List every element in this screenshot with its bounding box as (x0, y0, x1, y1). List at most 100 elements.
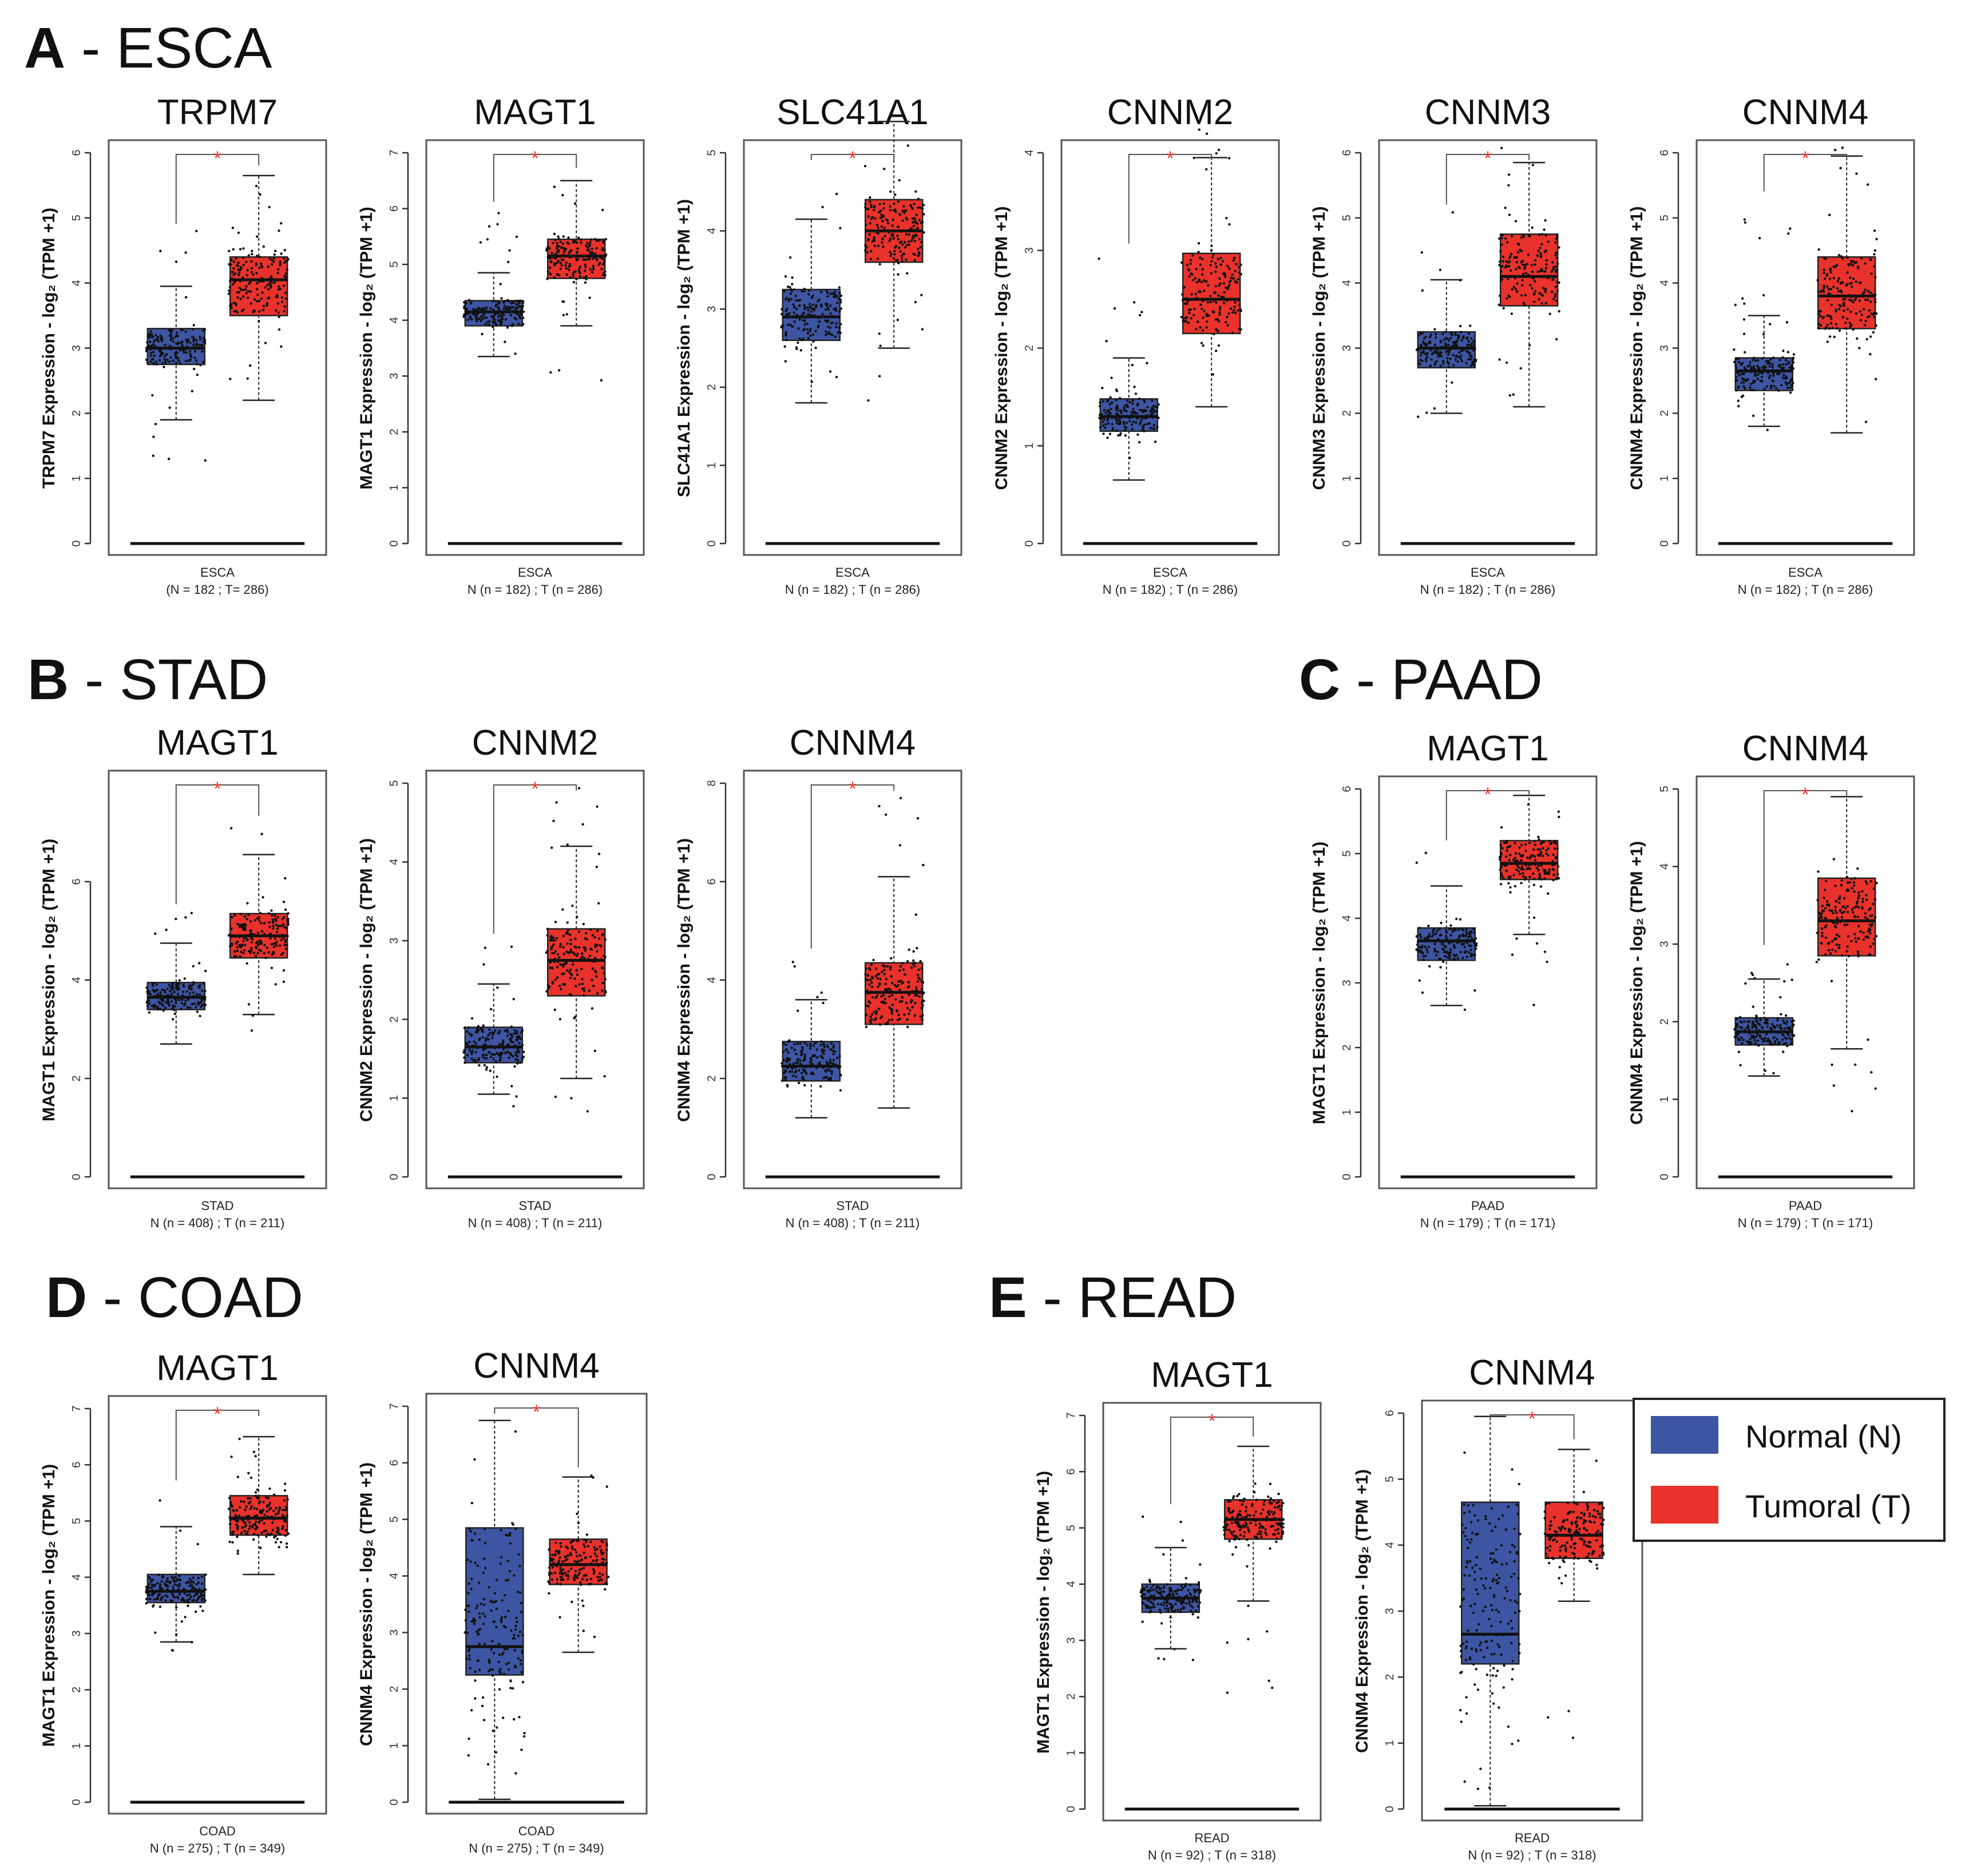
normal-point (789, 256, 792, 259)
normal-point (1472, 927, 1475, 931)
tumoral-point (267, 297, 270, 300)
normal-point (791, 283, 794, 285)
normal-point (159, 249, 162, 252)
tumoral-point (1841, 146, 1844, 149)
significance-star: * (1484, 784, 1491, 806)
y-axis-title: CNNM4 Expression - log₂ (TPM +1) (1627, 207, 1646, 490)
tumoral-point (1871, 922, 1873, 926)
tumoral-point (237, 273, 240, 276)
tumoral-point (588, 296, 591, 299)
tumoral-point (1526, 867, 1528, 871)
tumoral-point (236, 946, 239, 949)
normal-point (159, 1585, 162, 1588)
tumoral-point (875, 1010, 878, 1013)
normal-point (839, 227, 842, 229)
normal-point (1134, 392, 1138, 395)
normal-point (467, 1604, 470, 1608)
normal-point (1436, 930, 1439, 933)
significance-bracket (1763, 154, 1848, 192)
tumoral-point (230, 1455, 233, 1458)
plot-frame (1378, 139, 1598, 556)
tumoral-point (921, 207, 924, 210)
tumoral-point (879, 1017, 882, 1020)
tumoral-point (558, 985, 561, 987)
tumoral-point (1828, 327, 1831, 330)
tumoral-point (247, 290, 249, 293)
normal-point (161, 1575, 164, 1578)
tumoral-point (1855, 902, 1859, 905)
normal-box-group (1400, 851, 1492, 1179)
tumoral-point (1238, 327, 1241, 330)
normal-point (480, 315, 482, 318)
tumoral-point (240, 1532, 243, 1534)
tumoral-point (882, 994, 885, 997)
normal-point (832, 1044, 835, 1047)
tumoral-point (1866, 183, 1869, 186)
normal-point (1744, 982, 1747, 985)
normal-point (1113, 307, 1116, 310)
tumoral-point (865, 223, 867, 227)
tumoral-point (566, 932, 569, 935)
normal-point (1460, 339, 1463, 342)
normal-point (176, 985, 179, 989)
tumoral-point (278, 285, 280, 288)
tumoral-point (229, 827, 233, 830)
tumoral-point (1538, 838, 1540, 841)
y-tick-label: 6 (70, 878, 83, 885)
normal-point (792, 1062, 795, 1065)
normal-point (496, 223, 499, 226)
significance-star: * (213, 1403, 221, 1425)
normal-point (173, 1012, 176, 1016)
tumoral-point (913, 217, 916, 220)
tumoral-point (243, 1500, 245, 1504)
tumoral-point (562, 300, 565, 303)
tumoral-point (913, 1014, 917, 1017)
normal-point (1441, 960, 1445, 963)
tumoral-point (900, 257, 904, 260)
tumoral-point (1823, 268, 1825, 271)
normal-point (795, 1075, 798, 1078)
tumoral-point (1869, 300, 1872, 303)
tumoral-point (246, 1533, 249, 1536)
normal-point (466, 1054, 469, 1057)
tumoral-point (238, 1437, 241, 1441)
tumoral-point (886, 221, 890, 225)
normal-point (163, 366, 165, 368)
normal-box-group (765, 961, 857, 1179)
tumoral-point (903, 1013, 906, 1016)
normal-point (1122, 421, 1126, 423)
normal-point (782, 324, 785, 327)
normal-point (1125, 421, 1128, 425)
normal-point (478, 1612, 481, 1615)
normal-point (1102, 421, 1104, 423)
tumoral-point (890, 1018, 894, 1021)
tumoral-point (266, 284, 269, 287)
normal-point (1739, 1016, 1742, 1019)
y-tick-label: 4 (70, 280, 83, 286)
normal-point (184, 1616, 187, 1619)
normal-point (1777, 1042, 1780, 1045)
normal-point (817, 324, 820, 327)
normal-point (1747, 1024, 1750, 1027)
tumoral-point (885, 813, 888, 816)
normal-point (1748, 364, 1751, 367)
tumoral-point (240, 288, 243, 291)
tumoral-point (1554, 265, 1558, 268)
normal-point (829, 1078, 833, 1081)
y-tick-label: 6 (1341, 149, 1353, 156)
tumoral-point (873, 205, 876, 208)
tumoral-point (913, 240, 917, 243)
tumoral-point (257, 267, 261, 269)
tumoral-point (1548, 839, 1551, 843)
normal-point (518, 1716, 521, 1719)
tumoral-point (271, 1529, 275, 1532)
tumoral-point (252, 1532, 256, 1536)
tumoral-point (1552, 868, 1555, 871)
normal-point (830, 322, 833, 325)
normal-point (1149, 427, 1152, 430)
tumoral-point (1853, 261, 1856, 264)
normal-point (1466, 336, 1469, 339)
normal-point (1776, 1038, 1778, 1041)
normal-point (1453, 340, 1456, 343)
